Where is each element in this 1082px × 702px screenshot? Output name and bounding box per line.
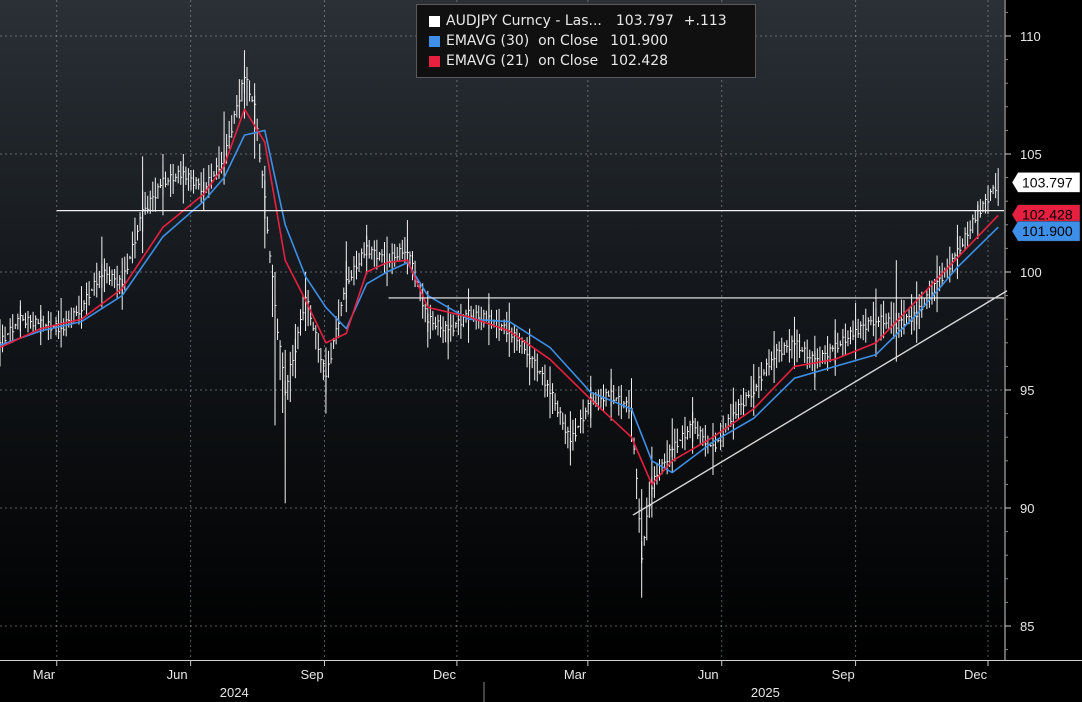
y-tick-label: 110 <box>1020 29 1041 44</box>
legend-value-ema30: 101.900 <box>610 33 669 49</box>
x-tick-label: Dec <box>433 667 457 682</box>
y-tick-label: 105 <box>1020 147 1042 162</box>
last-value-tag: 101.900 <box>1011 220 1081 242</box>
legend-entry-ema30: EMAVG (30) on Close 101.900 <box>423 31 755 51</box>
last-value-tag: 103.797 <box>1011 172 1081 193</box>
y-tick-label: 95 <box>1020 383 1034 398</box>
ema21-line <box>0 108 999 486</box>
x-tick-label: Mar <box>564 667 587 682</box>
trendline <box>632 290 1008 516</box>
legend-value-ema21: 102.428 <box>610 53 669 69</box>
y-tick-label: 100 <box>1020 265 1042 280</box>
legend-swatch-ema21 <box>429 55 440 67</box>
y-tick-label: 90 <box>1020 501 1034 516</box>
x-tick-label: Mar <box>33 667 56 682</box>
x-tick-label: Jun <box>698 667 719 682</box>
legend-swatch-price <box>429 15 440 27</box>
last-value-tag: 102.428 <box>1011 204 1081 225</box>
chart-legend: AUDJPY Curncy - Las... 103.797 +.113 EMA… <box>416 4 756 78</box>
last-value-tag-text: 102.428 <box>1022 207 1073 223</box>
x-tick-label: Dec <box>964 667 988 682</box>
legend-change-price: +.113 <box>683 13 727 29</box>
y-tick-label: 85 <box>1020 619 1034 634</box>
last-value-tag-text: 101.900 <box>1022 223 1073 239</box>
legend-name-price: AUDJPY Curncy - Las... <box>446 13 602 29</box>
year-label: 2024 <box>220 685 249 700</box>
last-value-tag-bg <box>1011 220 1081 242</box>
legend-name-ema30: EMAVG (30) on Close <box>446 33 599 49</box>
ema30-line <box>0 129 999 474</box>
last-value-tag-bg <box>1011 172 1081 193</box>
legend-entry-ema21: EMAVG (21) on Close 102.428 <box>423 51 755 71</box>
legend-value-price: 103.797 <box>615 13 674 29</box>
legend-swatch-ema30 <box>429 35 440 47</box>
last-value-tag-text: 103.797 <box>1022 174 1073 190</box>
x-tick-label: Sep <box>832 667 855 682</box>
year-label: 2025 <box>751 685 780 700</box>
legend-name-ema21: EMAVG (21) on Close <box>446 53 599 69</box>
legend-entry-price: AUDJPY Curncy - Las... 103.797 +.113 <box>423 11 755 31</box>
x-tick-label: Jun <box>167 667 188 682</box>
x-tick-label: Sep <box>300 667 323 682</box>
